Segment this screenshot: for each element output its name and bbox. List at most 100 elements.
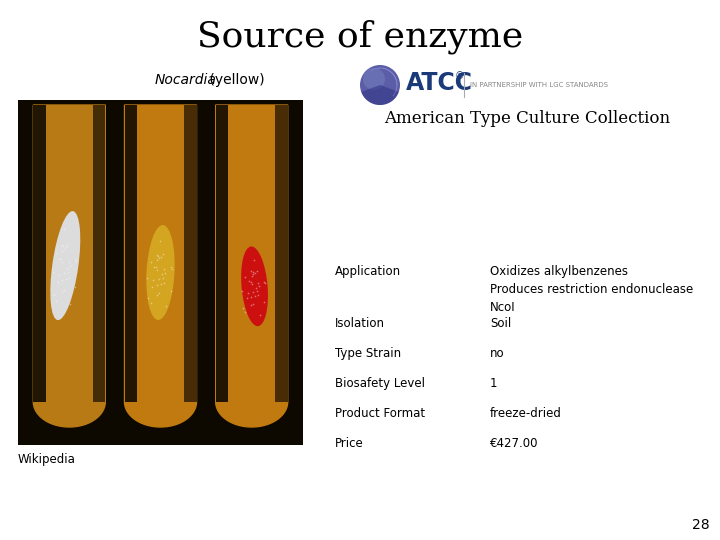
Point: [145, 298, 156, 307]
Bar: [18, 100, 303, 445]
Point: [253, 282, 264, 291]
Point: [60, 275, 71, 284]
Polygon shape: [184, 105, 197, 402]
Point: [58, 286, 70, 294]
Point: [56, 258, 68, 267]
Text: €427.00: €427.00: [490, 437, 539, 450]
Point: [58, 245, 70, 254]
Point: [53, 271, 65, 279]
Point: [246, 271, 257, 280]
Point: [246, 301, 257, 310]
Point: [70, 257, 81, 266]
Point: [50, 296, 62, 305]
Ellipse shape: [241, 246, 268, 326]
Point: [247, 270, 258, 279]
Point: [252, 291, 264, 299]
Circle shape: [360, 65, 400, 105]
Text: Wikipedia: Wikipedia: [18, 453, 76, 466]
Point: [246, 267, 257, 276]
Point: [259, 279, 271, 288]
Text: Source of enzyme: Source of enzyme: [197, 20, 523, 55]
Point: [245, 277, 256, 286]
Text: (yellow): (yellow): [205, 73, 265, 87]
Text: Price: Price: [335, 437, 364, 450]
Point: [151, 265, 163, 274]
Point: [58, 242, 69, 251]
Point: [151, 251, 163, 259]
Text: Nocardia: Nocardia: [155, 73, 217, 87]
Text: Isolation: Isolation: [335, 317, 385, 330]
Text: 28: 28: [693, 518, 710, 532]
Point: [166, 286, 177, 295]
Point: [252, 279, 264, 288]
Point: [58, 269, 70, 278]
Point: [143, 293, 154, 302]
Point: [240, 307, 251, 316]
Point: [56, 275, 68, 284]
Point: [157, 250, 168, 259]
Point: [55, 255, 67, 264]
Point: [258, 278, 270, 286]
Text: no: no: [490, 347, 505, 360]
Point: [60, 243, 72, 252]
Point: [48, 291, 60, 299]
Point: [241, 294, 253, 303]
Point: [242, 288, 253, 297]
Point: [245, 292, 256, 301]
Point: [57, 247, 68, 255]
Point: [63, 258, 75, 266]
Point: [247, 300, 258, 308]
Point: [153, 254, 165, 263]
Point: [47, 267, 58, 276]
Point: [248, 255, 259, 264]
Point: [159, 268, 171, 277]
Point: [251, 284, 262, 292]
Point: [148, 276, 159, 285]
Ellipse shape: [50, 211, 80, 320]
Text: ATCC: ATCC: [406, 71, 473, 95]
Text: Soil: Soil: [490, 317, 511, 330]
Polygon shape: [33, 105, 46, 402]
Polygon shape: [275, 105, 288, 402]
Text: American Type Culture Collection: American Type Culture Collection: [384, 110, 670, 127]
Point: [150, 280, 162, 289]
Point: [63, 273, 74, 282]
Point: [50, 249, 62, 258]
Point: [251, 286, 263, 295]
Polygon shape: [216, 105, 228, 402]
Ellipse shape: [146, 225, 175, 320]
Point: [148, 262, 160, 271]
Polygon shape: [216, 105, 288, 427]
Point: [248, 287, 259, 296]
Wedge shape: [361, 85, 399, 105]
Point: [64, 261, 76, 270]
Point: [158, 265, 170, 273]
Point: [158, 273, 169, 282]
Point: [156, 280, 167, 288]
Point: [154, 237, 166, 245]
Point: [166, 265, 177, 273]
Point: [153, 252, 164, 260]
Point: [258, 297, 270, 306]
Point: [61, 264, 73, 272]
Text: 1: 1: [490, 377, 498, 390]
Point: [251, 267, 262, 275]
Text: Biosafety Level: Biosafety Level: [335, 377, 425, 390]
Polygon shape: [33, 105, 105, 427]
Text: Product Format: Product Format: [335, 407, 425, 420]
Polygon shape: [93, 105, 105, 402]
Point: [151, 255, 163, 264]
Text: freeze-dried: freeze-dried: [490, 407, 562, 420]
Point: [69, 282, 81, 291]
Polygon shape: [125, 105, 137, 402]
Point: [240, 273, 251, 282]
Polygon shape: [125, 105, 197, 427]
Text: Type Strain: Type Strain: [335, 347, 401, 360]
Text: Oxidizes alkylbenzenes
Produces restriction endonuclease
NcoI: Oxidizes alkylbenzenes Produces restrict…: [490, 265, 693, 314]
Point: [236, 286, 248, 295]
Circle shape: [363, 68, 385, 90]
Point: [156, 252, 167, 261]
Point: [52, 278, 63, 287]
Point: [156, 270, 168, 279]
Point: [150, 262, 162, 271]
